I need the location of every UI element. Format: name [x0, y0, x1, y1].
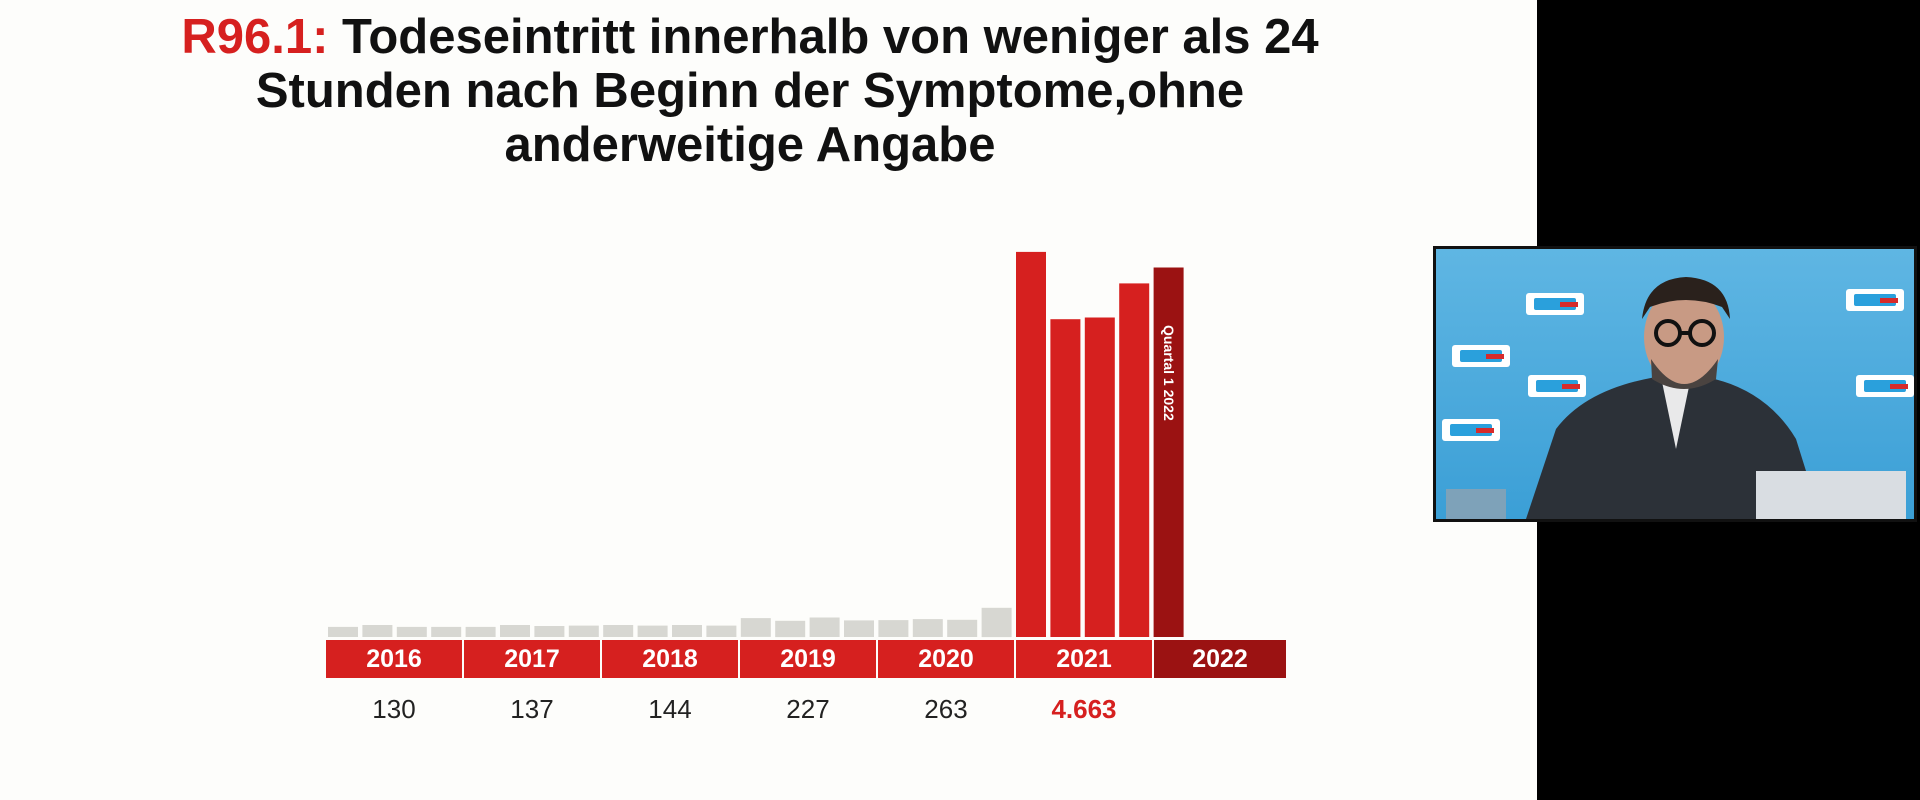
- year-label-2016: 2016: [326, 640, 462, 678]
- bar-2019-q2: [775, 620, 806, 638]
- title-line-2: Stunden nach Beginn der Symptome,ohne: [255, 64, 1245, 118]
- bar-2016-q3: [396, 626, 427, 637]
- party-banner-logo: [1452, 345, 1510, 367]
- title-line-1: Todeseintritt innerhalb von weniger als …: [328, 10, 1319, 64]
- bar-2021-q1: [1016, 251, 1046, 637]
- bar-2020-q4: [981, 607, 1012, 638]
- bar-2020-q3: [947, 619, 978, 637]
- year-label-2020: 2020: [878, 640, 1014, 678]
- bar-2021-q3: [1084, 317, 1115, 637]
- party-banner-logo: [1528, 375, 1586, 397]
- bar-2018-q4: [706, 625, 737, 637]
- bar-2017-q1: [465, 626, 496, 637]
- bar-2020-q1: [878, 620, 909, 637]
- bar-2017-q2: [500, 625, 530, 637]
- bar-2016-q2: [362, 625, 393, 637]
- total-2021: 4.663: [1051, 694, 1117, 724]
- bar-2018-q1: [603, 625, 634, 637]
- party-banner-logo: [1846, 289, 1904, 311]
- bar-2022-q1: [1153, 267, 1184, 637]
- year-label-2021: 2021: [1016, 640, 1152, 678]
- bar-2016-q4: [431, 626, 462, 637]
- slide-title: R96.1: Todeseintritt innerhalb von wenig…: [150, 10, 1350, 172]
- bar-chart: [328, 251, 1184, 638]
- year-label-2018: 2018: [602, 640, 738, 678]
- year-label-2022: 2022: [1154, 640, 1286, 678]
- bar-2016-q1: [328, 626, 358, 637]
- total-2019: 227: [786, 694, 830, 724]
- speaker-silhouette: [1446, 277, 1906, 519]
- quarter-label: Quartal 1 2022: [1160, 325, 1177, 422]
- year-label-2019: 2019: [740, 640, 876, 678]
- party-banner-logo: [1856, 375, 1914, 397]
- bar-2018-q2: [637, 625, 668, 637]
- total-2020: 263: [924, 694, 968, 724]
- title-line-3: anderweitige Angabe: [504, 118, 996, 172]
- bar-2018-q3: [672, 625, 702, 637]
- party-banner-logo: [1442, 419, 1500, 441]
- total-2017: 137: [510, 694, 554, 724]
- total-2016: 130: [372, 694, 416, 724]
- bar-2021-q4: [1119, 283, 1150, 637]
- bar-2017-q4: [568, 625, 599, 637]
- bar-2021-q2: [1050, 319, 1081, 637]
- bar-2020-q2: [912, 619, 943, 637]
- title-code: R96.1:: [181, 10, 329, 64]
- bar-2019-q3: [809, 617, 840, 637]
- bar-2017-q3: [534, 626, 565, 637]
- year-label-2017: 2017: [464, 640, 600, 678]
- speaker-video[interactable]: [1433, 246, 1917, 522]
- total-2018: 144: [648, 694, 692, 724]
- presentation-slide: R96.1: Todeseintritt innerhalb von wenig…: [0, 0, 1537, 800]
- bar-2019-q4: [844, 620, 874, 637]
- party-banner-logo: [1526, 293, 1584, 315]
- bar-2019-q1: [740, 618, 771, 637]
